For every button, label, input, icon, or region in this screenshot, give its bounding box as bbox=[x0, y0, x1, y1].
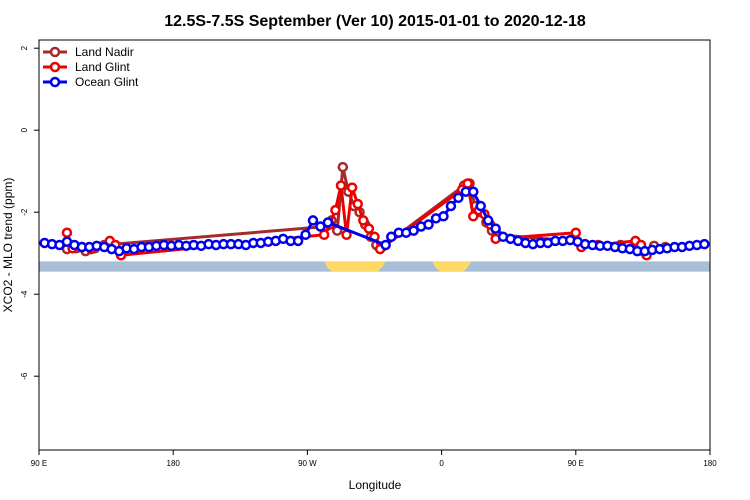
land-ocean-band bbox=[39, 261, 710, 272]
plot-frame bbox=[38, 39, 711, 451]
legend-item-2: Ocean Glint bbox=[43, 75, 139, 89]
series-2-point-52 bbox=[475, 200, 486, 212]
series-2-point-48 bbox=[445, 200, 457, 212]
series-1-point-9 bbox=[330, 204, 341, 216]
y-tick-label-2: -2 bbox=[20, 208, 29, 216]
series-2-point-38 bbox=[322, 217, 334, 228]
legend-marker-1 bbox=[49, 61, 61, 73]
series-2-point-47 bbox=[438, 211, 449, 222]
chart-title: 12.5S-7.5S September (Ver 10) 2015-01-01… bbox=[164, 13, 586, 30]
x-tick-label-5: 180 bbox=[703, 459, 717, 468]
legend-marker-0 bbox=[49, 46, 61, 58]
series-2-point-35 bbox=[300, 229, 311, 240]
axis-ticks: 90 E 180 90 W 0 90 E 180 2 0 -2 -4 -6 bbox=[20, 45, 717, 468]
series-1-point-20 bbox=[468, 211, 479, 222]
x-tick-label-3: 0 bbox=[439, 459, 444, 468]
series-1-point-12 bbox=[346, 182, 358, 193]
series-1-point-13 bbox=[352, 198, 363, 210]
series-1-point-0 bbox=[61, 227, 73, 238]
series-1-point-10 bbox=[335, 180, 347, 191]
y-tick-label-0: 2 bbox=[20, 45, 29, 50]
series-2-point-37 bbox=[315, 221, 326, 232]
series-2-point-34 bbox=[292, 235, 304, 247]
series-2-point-53 bbox=[482, 215, 494, 226]
series-2-point-51 bbox=[468, 186, 479, 197]
legend-label-2: Ocean Glint bbox=[75, 75, 139, 89]
series-1-point-15 bbox=[363, 223, 375, 234]
series-2-point-43 bbox=[408, 225, 419, 236]
series-1-point-14 bbox=[358, 215, 369, 226]
x-tick-label-0: 90 E bbox=[31, 459, 47, 468]
series-layer bbox=[39, 161, 710, 261]
series-2-point-36 bbox=[307, 215, 319, 226]
series-2-point-54 bbox=[490, 223, 501, 234]
land-band-segment-0 bbox=[324, 261, 386, 272]
x-axis-label: Longitude bbox=[349, 478, 402, 492]
x-tick-label-2: 90 W bbox=[298, 459, 317, 468]
series-2-point-49 bbox=[453, 192, 464, 204]
series-2-point-45 bbox=[423, 219, 434, 230]
series-2-point-39 bbox=[380, 239, 391, 251]
legend-label-1: Land Glint bbox=[75, 60, 130, 74]
y-tick-label-3: -4 bbox=[20, 290, 29, 298]
y-axis-label: XCO2 - MLO trend (ppm) bbox=[1, 178, 15, 313]
x-tick-label-4: 90 E bbox=[568, 459, 584, 468]
legend-label-0: Land Nadir bbox=[75, 45, 134, 59]
x-tick-label-1: 180 bbox=[167, 459, 181, 468]
legend-item-1: Land Glint bbox=[43, 60, 130, 74]
series-0-point-8 bbox=[337, 161, 349, 173]
y-tick-label-1: 0 bbox=[20, 127, 29, 132]
series-1-point-7 bbox=[318, 229, 330, 240]
series-1-point-25 bbox=[570, 227, 582, 238]
land-band-segment-1 bbox=[432, 261, 472, 272]
legend-marker-2 bbox=[49, 76, 61, 88]
series-2-point-82 bbox=[699, 238, 710, 250]
y-tick-label-4: -6 bbox=[20, 372, 29, 380]
legend-item-0: Land Nadir bbox=[43, 45, 134, 59]
series-2-point-40 bbox=[386, 231, 397, 243]
series-1-point-19 bbox=[462, 178, 473, 189]
series-2 bbox=[39, 186, 710, 257]
